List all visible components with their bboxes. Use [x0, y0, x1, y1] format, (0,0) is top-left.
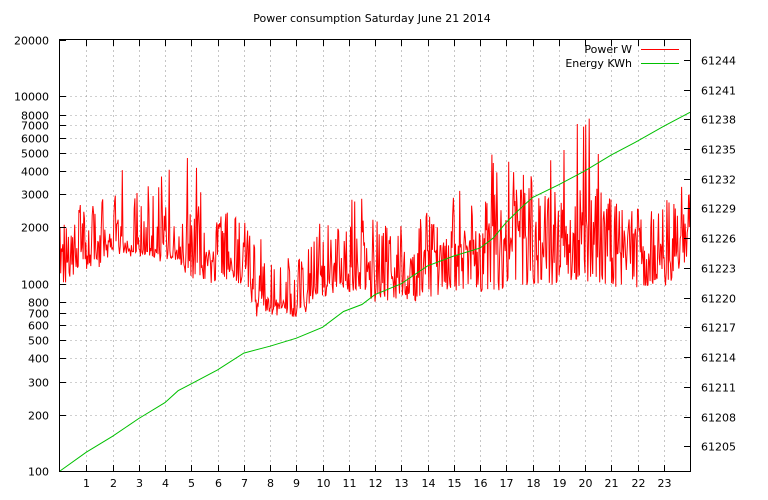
left-y-tick-label: 700 — [28, 308, 49, 321]
x-axis: 1 2 3 4 5 6 7 8 9 10 11 12 13 14 15 16 17 18 19 20 21 22 23 — [83, 40, 672, 490]
left-y-tick-label: 7000 — [21, 120, 49, 133]
right-y-axis: 61205 61208 61211 61214 61217 61220 61223 61226… — [684, 55, 736, 454]
x-tick-label: 15 — [448, 477, 462, 490]
legend-entry-energy: Energy KWh — [565, 57, 679, 70]
left-y-tick-label: 100 — [28, 466, 49, 479]
right-y-tick-label: 61229 — [701, 203, 736, 216]
right-y-tick-label: 61241 — [701, 85, 736, 98]
legend-entry-power: Power W — [584, 43, 679, 56]
left-y-tick-label: 800 — [28, 297, 49, 310]
x-tick-label: 2 — [110, 477, 117, 490]
left-y-tick-label: 10000 — [14, 91, 49, 104]
x-tick-label: 6 — [215, 477, 222, 490]
right-y-tick-label: 61238 — [701, 114, 736, 127]
right-y-tick-label: 61217 — [701, 322, 736, 335]
left-y-tick-label: 8000 — [21, 110, 49, 123]
chart-title: Power consumption Saturday June 21 2014 — [253, 12, 490, 25]
left-y-tick-label: 4000 — [21, 166, 49, 179]
left-y-tick-label: 6000 — [21, 133, 49, 146]
right-y-tick-label: 61226 — [701, 233, 736, 246]
x-tick-label: 19 — [553, 477, 567, 490]
left-y-tick-label: 3000 — [21, 189, 49, 202]
x-tick-label: 22 — [632, 477, 646, 490]
legend-label-energy: Energy KWh — [565, 57, 632, 70]
left-y-tick-label: 1000 — [21, 279, 49, 292]
right-y-tick-label: 61205 — [701, 441, 736, 454]
legend-label-power: Power W — [584, 43, 632, 56]
right-y-tick-label: 61235 — [701, 144, 736, 157]
x-tick-label: 8 — [267, 477, 274, 490]
power-series-line — [59, 118, 691, 317]
x-tick-label: 5 — [188, 477, 195, 490]
energy-series-line — [59, 111, 691, 472]
left-y-tick-label: 400 — [28, 353, 49, 366]
right-y-tick-label: 61244 — [701, 55, 736, 68]
right-y-tick-label: 61214 — [701, 352, 736, 365]
x-tick-label: 17 — [500, 477, 514, 490]
left-y-tick-label: 200 — [28, 410, 49, 423]
x-tick-label: 9 — [293, 477, 300, 490]
left-y-tick-label: 300 — [28, 377, 49, 390]
x-tick-label: 11 — [343, 477, 357, 490]
x-tick-label: 16 — [474, 477, 488, 490]
x-tick-label: 1 — [83, 477, 90, 490]
x-tick-label: 10 — [317, 477, 331, 490]
x-tick-label: 20 — [579, 477, 593, 490]
left-y-tick-label: 5000 — [21, 148, 49, 161]
left-y-tick-label: 500 — [28, 335, 49, 348]
x-tick-label: 18 — [527, 477, 541, 490]
x-tick-label: 23 — [658, 477, 672, 490]
x-tick-label: 12 — [369, 477, 383, 490]
x-tick-label: 21 — [605, 477, 619, 490]
left-y-tick-label: 600 — [28, 320, 49, 333]
x-tick-label: 4 — [162, 477, 169, 490]
x-tick-label: 13 — [395, 477, 409, 490]
right-y-tick-label: 61223 — [701, 263, 736, 276]
right-y-tick-label: 61208 — [701, 412, 736, 425]
right-y-tick-label: 61220 — [701, 293, 736, 306]
left-y-tick-label: 20000 — [14, 35, 49, 48]
left-y-tick-label: 2000 — [21, 222, 49, 235]
plot-frame — [59, 39, 691, 472]
plot-series — [59, 111, 691, 472]
x-tick-label: 7 — [241, 477, 248, 490]
x-tick-label: 14 — [422, 477, 436, 490]
right-y-tick-label: 61232 — [701, 174, 736, 187]
legend: Power W Energy KWh — [565, 43, 679, 70]
right-y-tick-label: 61211 — [701, 382, 736, 395]
x-tick-label: 3 — [136, 477, 143, 490]
